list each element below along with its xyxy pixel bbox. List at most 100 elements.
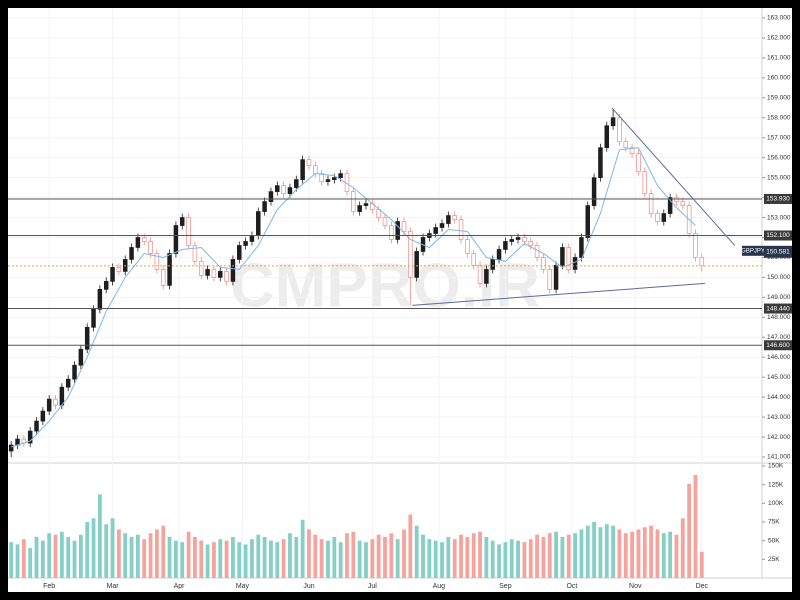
volume-bar — [554, 531, 558, 578]
candle-body — [275, 185, 280, 192]
x-tick-label: Nov — [629, 583, 642, 590]
volume-bar — [433, 540, 438, 578]
candle-body — [414, 251, 419, 278]
volume-bar — [218, 539, 223, 578]
volume-bar — [649, 525, 654, 578]
volume-bar — [174, 540, 178, 578]
candle-body — [496, 249, 502, 260]
volume-bar — [471, 533, 476, 578]
candle-body — [205, 269, 210, 276]
y-tick-label: 150.000 — [767, 274, 791, 281]
candle-body — [199, 261, 204, 276]
volume-bar — [59, 531, 64, 578]
volume-bar — [598, 527, 603, 578]
volume-bar — [281, 539, 286, 578]
candle-body — [59, 386, 65, 406]
volume-bar — [611, 525, 616, 578]
volume-bar — [231, 536, 235, 578]
candle-body — [680, 201, 686, 206]
volume-bar — [357, 540, 362, 578]
screen — [8, 8, 792, 592]
volume-bar — [592, 521, 596, 578]
candle-body — [167, 253, 172, 286]
candle-body — [84, 326, 90, 350]
volume-bar — [497, 544, 501, 578]
volume-bar — [85, 521, 90, 578]
candle-body — [674, 197, 679, 202]
volume-bar — [630, 531, 635, 578]
y-tick-label: 159.000 — [767, 95, 791, 102]
volume-bar — [180, 542, 185, 578]
x-tick-label: Apr — [174, 583, 186, 590]
x-tick-label: Oct — [566, 583, 577, 590]
volume-bar — [199, 540, 204, 578]
candle-body — [560, 247, 565, 266]
candle-body — [249, 235, 255, 242]
candle-body — [179, 217, 185, 226]
level-label-box — [764, 193, 792, 204]
candle-body — [338, 173, 343, 178]
candle-body — [256, 211, 261, 236]
candle-body — [439, 223, 445, 228]
volume-bar — [528, 539, 533, 578]
candle-body — [268, 191, 274, 202]
candle-body — [243, 241, 248, 246]
candle-body — [528, 241, 533, 246]
volume-bar — [655, 529, 660, 578]
volume-bar — [642, 527, 647, 578]
volume-bar — [522, 542, 527, 578]
candle-body — [34, 420, 39, 432]
candle-body — [313, 165, 318, 174]
candle-body — [408, 231, 413, 278]
volume-bar — [34, 536, 39, 578]
volume-bar — [205, 544, 210, 578]
candle-body — [103, 281, 109, 290]
volume-bar — [15, 544, 20, 578]
volume-bar — [269, 540, 273, 578]
y-tick-label: 144.000 — [767, 394, 791, 401]
candle-body — [471, 253, 476, 266]
volume-bar — [668, 531, 673, 578]
y-tick-label: 141.000 — [767, 454, 791, 461]
volume-bar — [307, 529, 311, 578]
candle-body — [629, 147, 635, 155]
candle-body — [636, 153, 641, 172]
candle-body — [230, 259, 236, 282]
volume-bar — [148, 533, 153, 578]
candle-body — [610, 117, 616, 127]
candle-body — [648, 193, 654, 214]
candle-body — [547, 269, 552, 290]
volume-bar — [395, 539, 400, 578]
volume-bar — [661, 533, 666, 578]
volume-bar — [383, 536, 387, 578]
candle-body — [655, 213, 660, 222]
volume-bar — [167, 536, 172, 578]
volume-bar — [446, 536, 451, 578]
volume-bar — [623, 533, 628, 578]
candle-body — [598, 147, 603, 178]
volume-bar — [484, 536, 489, 578]
volume-bar — [566, 534, 571, 578]
volume-bar — [142, 539, 147, 578]
trendline — [412, 282, 706, 306]
volume-bar — [364, 542, 368, 578]
level-label: 146.600 — [766, 342, 790, 349]
candle-body — [357, 205, 362, 212]
volume-bar — [300, 519, 305, 578]
volume-bar — [135, 534, 140, 578]
volume-bar — [212, 542, 216, 578]
volume-bar — [47, 533, 52, 578]
volume-bar — [116, 529, 121, 578]
y-tick-label: 145.000 — [767, 374, 791, 381]
candle-body — [433, 227, 438, 234]
level-label: 148.440 — [766, 305, 790, 312]
candle-body — [40, 410, 46, 422]
level-label-box — [764, 303, 792, 314]
volume-bar — [110, 518, 115, 578]
volume-bar — [636, 529, 641, 578]
volume-bar — [262, 536, 267, 578]
candle-body — [351, 191, 356, 212]
volume-bar — [294, 536, 299, 578]
volume-bar — [560, 536, 565, 578]
volume-bar — [478, 531, 482, 578]
